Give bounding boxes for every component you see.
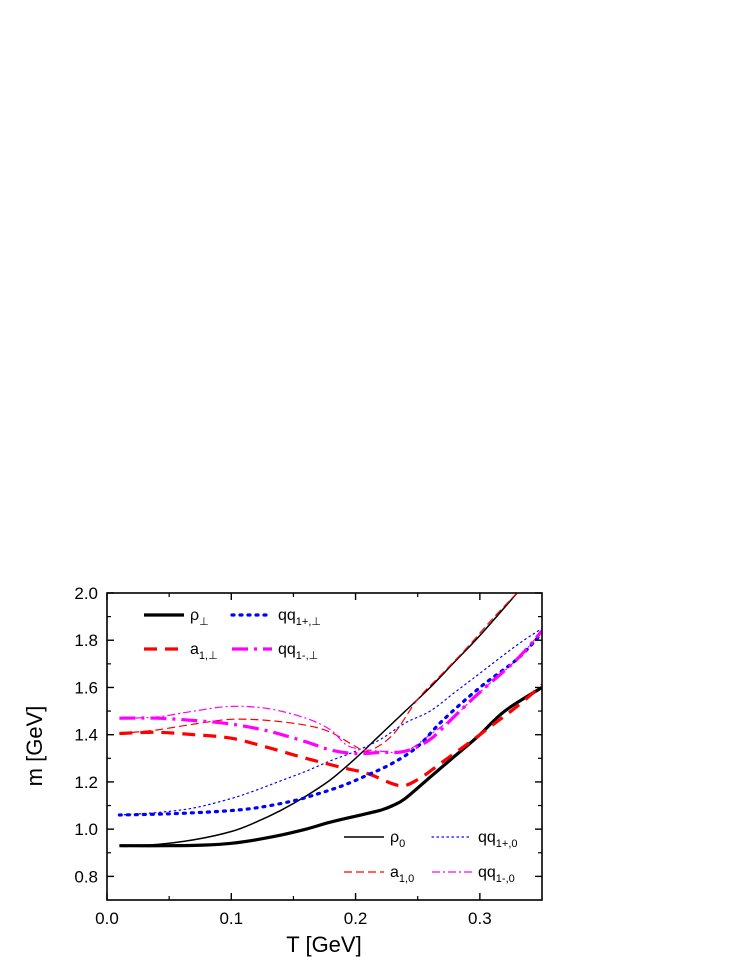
x-tick-label: 0.1 — [219, 909, 243, 928]
series-line-7 — [119, 630, 542, 754]
x-tick-label: 0.3 — [468, 909, 492, 928]
x-tick-label: 0.0 — [95, 909, 119, 928]
legend-entry-7: qq1-,0 — [432, 864, 515, 885]
y-tick-label: 1.2 — [74, 773, 98, 792]
legend-entry-5: a1,0 — [344, 864, 414, 885]
y-tick-label: 1.0 — [74, 820, 98, 839]
y-tick-label: 0.8 — [74, 867, 98, 886]
legend-label: a1,0 — [390, 864, 414, 885]
plot-frame — [106, 592, 543, 901]
series-line-3 — [119, 629, 542, 756]
legend-label: qq1+,⊥ — [278, 607, 321, 628]
legend-entry-2: qq1+,⊥ — [230, 607, 321, 628]
series-line-4 — [119, 593, 518, 847]
legend-label: ρ⊥ — [190, 607, 209, 628]
series-line-0 — [119, 686, 542, 848]
legend-label: ρ0 — [390, 829, 405, 850]
legend-label: qq1+,0 — [478, 829, 518, 850]
y-tick-label: 2.0 — [74, 584, 98, 603]
y-tick-label: 1.4 — [74, 726, 98, 745]
legend-entry-4: ρ0 — [344, 829, 405, 850]
y-tick-label: 1.6 — [74, 678, 98, 697]
x-tick-label: 0.2 — [344, 909, 368, 928]
series-line-6 — [118, 627, 542, 816]
legend: ρ⊥ a1,⊥ qq1+,⊥ qq1-,⊥ ρ0 a1,0 qq1+,0 qq1-,0 — [144, 607, 518, 885]
series-line-1 — [119, 683, 542, 788]
y-tick-label: 1.8 — [74, 631, 98, 650]
legend-entry-1: a1,⊥ — [144, 641, 218, 662]
legend-label: qq1-,0 — [478, 864, 515, 885]
legend-label: a1,⊥ — [190, 641, 218, 662]
y-axis-title: m [GeV] — [22, 706, 47, 787]
series-layer — [117, 593, 542, 848]
legend-entry-6: qq1+,0 — [431, 829, 518, 850]
legend-label: qq1-,⊥ — [278, 641, 318, 662]
legend-entry-3: qq1-,⊥ — [232, 641, 318, 662]
ticks-layer: 0.0 0.1 0.2 0.3 0.8 1.0 1.2 1.4 1.6 1.8 2.0 — [74, 584, 542, 928]
x-axis-title: T [GeV] — [286, 932, 361, 957]
legend-entry-0: ρ⊥ — [144, 607, 209, 628]
series-line-2 — [117, 631, 542, 817]
